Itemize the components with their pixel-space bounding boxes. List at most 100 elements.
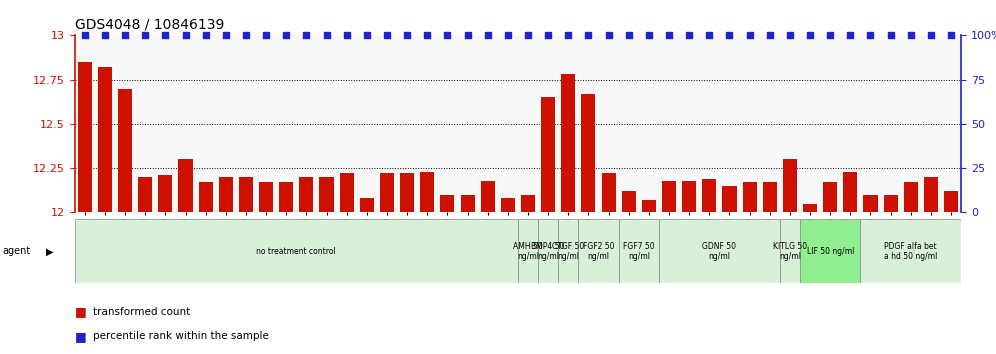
Bar [823, 182, 838, 212]
Point [681, 33, 697, 38]
Bar [903, 182, 918, 212]
Point [480, 33, 496, 38]
Point [399, 33, 415, 38]
Point [902, 33, 918, 38]
Point [359, 33, 374, 38]
Bar [944, 191, 958, 212]
Point [77, 33, 93, 38]
Point [379, 33, 395, 38]
Text: BMP4 50
ng/ml: BMP4 50 ng/ml [532, 242, 565, 261]
Bar [198, 182, 213, 212]
Bar [800, 219, 861, 283]
Bar [783, 159, 797, 212]
Bar [440, 195, 454, 212]
Point [137, 33, 153, 38]
Bar [481, 181, 495, 212]
Point [621, 33, 636, 38]
Bar [259, 182, 273, 212]
Text: ■: ■ [75, 330, 87, 343]
Text: no treatment control: no treatment control [256, 247, 337, 256]
Bar [864, 195, 877, 212]
Text: agent: agent [2, 246, 30, 256]
Text: FGF7 50
ng/ml: FGF7 50 ng/ml [622, 242, 654, 261]
Bar [619, 219, 659, 283]
Bar [360, 198, 374, 212]
Point [299, 33, 315, 38]
Bar [602, 173, 616, 212]
Bar [158, 175, 172, 212]
Point [278, 33, 294, 38]
Point [238, 33, 254, 38]
Bar [662, 181, 676, 212]
Point [882, 33, 898, 38]
Text: LIF 50 ng/ml: LIF 50 ng/ml [807, 247, 854, 256]
Point [802, 33, 818, 38]
Point [339, 33, 355, 38]
Bar [340, 173, 354, 212]
Point [319, 33, 335, 38]
Point [439, 33, 455, 38]
Bar [722, 186, 736, 212]
Text: KITLG 50
ng/ml: KITLG 50 ng/ml [773, 242, 807, 261]
Bar [420, 172, 434, 212]
Point [118, 33, 133, 38]
Point [157, 33, 173, 38]
Point [177, 33, 193, 38]
Point [419, 33, 435, 38]
Point [197, 33, 213, 38]
Bar [743, 182, 757, 212]
Bar [460, 195, 475, 212]
Bar [561, 74, 576, 212]
Bar [521, 195, 535, 212]
Point [823, 33, 839, 38]
Bar [118, 88, 132, 212]
Point [721, 33, 737, 38]
Text: GDS4048 / 10846139: GDS4048 / 10846139 [75, 18, 224, 32]
Bar [320, 177, 334, 212]
Bar [622, 191, 635, 212]
Bar [582, 94, 596, 212]
Point [843, 33, 859, 38]
Point [218, 33, 234, 38]
Bar [379, 173, 394, 212]
Point [97, 33, 113, 38]
Bar [178, 159, 192, 212]
Point [561, 33, 577, 38]
Text: AMH 50
ng/ml: AMH 50 ng/ml [513, 242, 543, 261]
Bar [780, 219, 800, 283]
Point [742, 33, 758, 38]
Text: ■: ■ [75, 305, 87, 318]
Point [782, 33, 798, 38]
Bar [279, 182, 293, 212]
Point [863, 33, 878, 38]
Bar [541, 97, 555, 212]
Point [640, 33, 656, 38]
Bar [579, 219, 619, 283]
Text: GDNF 50
ng/ml: GDNF 50 ng/ml [702, 242, 736, 261]
Bar [924, 177, 938, 212]
Point [923, 33, 939, 38]
Point [762, 33, 778, 38]
Text: ▶: ▶ [46, 246, 54, 256]
Bar [861, 219, 961, 283]
Bar [844, 172, 858, 212]
Bar [300, 177, 314, 212]
Bar [518, 219, 538, 283]
Bar [558, 219, 579, 283]
Point [701, 33, 717, 38]
Point [520, 33, 536, 38]
Text: CTGF 50
ng/ml: CTGF 50 ng/ml [552, 242, 585, 261]
Point [581, 33, 597, 38]
Bar [702, 179, 716, 212]
Bar [400, 173, 414, 212]
Point [540, 33, 556, 38]
Point [661, 33, 677, 38]
Text: transformed count: transformed count [93, 307, 190, 316]
Bar [659, 219, 780, 283]
Bar [641, 200, 656, 212]
Point [459, 33, 475, 38]
Bar [239, 177, 253, 212]
Bar [138, 177, 152, 212]
Text: percentile rank within the sample: percentile rank within the sample [93, 331, 269, 341]
Bar [538, 219, 558, 283]
